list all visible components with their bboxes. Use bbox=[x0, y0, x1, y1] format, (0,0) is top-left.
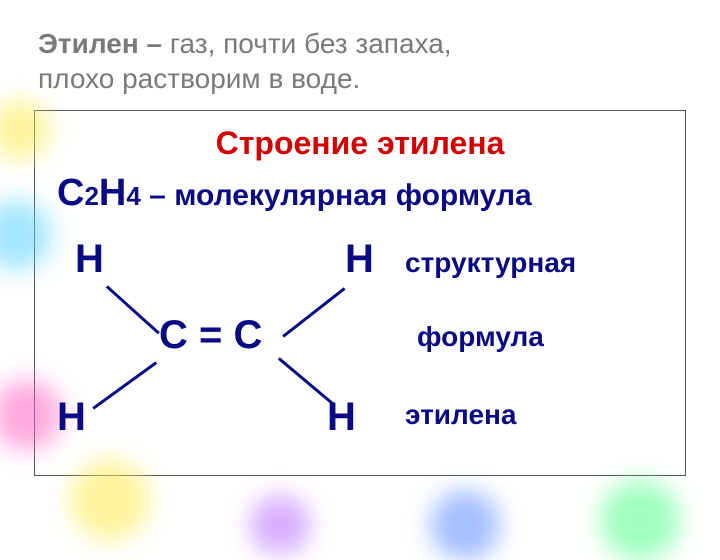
bond-line bbox=[106, 285, 160, 334]
dash: – bbox=[139, 28, 170, 59]
background-glow bbox=[430, 490, 500, 560]
header-text: Этилен – газ, почти без запаха, плохо ра… bbox=[0, 0, 720, 104]
structural-diagram: Н Н С = С Н Нструктурная формула этилена bbox=[57, 237, 671, 457]
bond-line bbox=[282, 287, 345, 337]
formula-c: С bbox=[57, 172, 84, 214]
hydrogen-atom: Н bbox=[75, 237, 104, 282]
desc-line2: плохо растворим в воде. bbox=[38, 63, 360, 94]
substance-name: Этилен bbox=[38, 28, 139, 59]
carbon-double-bond: С = С bbox=[159, 313, 262, 358]
formula-desc: – молекулярная формула bbox=[141, 179, 532, 212]
bond-line bbox=[92, 361, 157, 409]
formula-h-sub: 4 bbox=[126, 181, 140, 211]
structure-title: Строение этилена bbox=[49, 125, 671, 162]
diagram-label: структурная bbox=[405, 247, 576, 279]
hydrogen-atom: Н bbox=[57, 395, 86, 440]
background-glow bbox=[250, 495, 310, 555]
content-box: Строение этилена С2Н4 – молекулярная фор… bbox=[34, 110, 686, 476]
hydrogen-atom: Н bbox=[327, 395, 356, 440]
background-glow bbox=[600, 480, 680, 560]
desc-line1: газ, почти без запаха, bbox=[170, 28, 452, 59]
background-glow bbox=[70, 460, 150, 540]
formula-h: Н bbox=[99, 172, 126, 214]
formula-c-sub: 2 bbox=[84, 181, 98, 211]
hydrogen-atom: Н bbox=[345, 237, 374, 282]
diagram-label: формула bbox=[417, 321, 544, 353]
molecular-formula-line: С2Н4 – молекулярная формула bbox=[57, 172, 671, 215]
diagram-label: этилена bbox=[405, 399, 517, 431]
